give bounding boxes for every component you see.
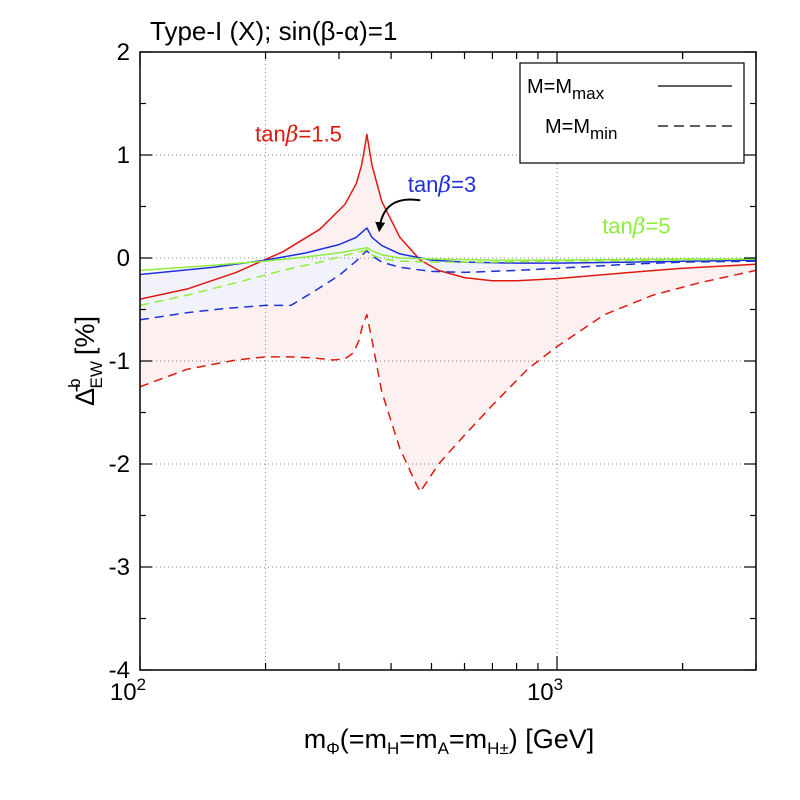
y-tick-label: -3 — [109, 554, 130, 581]
y-tick-label: -1 — [109, 348, 130, 375]
series-line-4 — [140, 246, 756, 272]
axis-ticks — [139, 51, 757, 671]
data-series — [140, 133, 756, 493]
x-tick-label: 102 — [110, 675, 146, 706]
annotation-0: tanβ=1.5 — [255, 122, 342, 148]
confidence-bands — [140, 134, 756, 492]
y-axis-unit: [%] — [70, 316, 100, 355]
chart-title: Type-I (X); sin(β-α)=1 — [150, 16, 397, 46]
series-line-5 — [140, 249, 756, 307]
y-tick-label: 1 — [117, 142, 130, 169]
annotation-1: tanβ=3 — [408, 172, 476, 198]
series-line-2 — [140, 227, 756, 276]
annotations: tanβ=1.5 tanβ=3 tanβ=5 — [255, 122, 670, 240]
x-tick-label: 103 — [527, 675, 563, 706]
legend: M=Mmax M=Mmin — [519, 62, 745, 164]
legend-box — [519, 62, 745, 164]
y-axis-symbol: Δ̄ — [70, 384, 100, 406]
band-0 — [140, 134, 756, 492]
y-tick-label: 0 — [117, 245, 130, 272]
y-axis-label: Δ̄b EW [%] — [65, 316, 106, 406]
y-tick-label: -2 — [109, 451, 130, 478]
x-axis-label: mΦ(=mH=mA=mH±) [GeV] — [304, 724, 595, 758]
annotation-arrow — [375, 198, 421, 233]
y-axis-sup: b — [65, 378, 84, 387]
y-axis-sub: EW — [87, 361, 106, 388]
series-line-1 — [140, 269, 756, 493]
series-line-0 — [140, 133, 756, 300]
y-tick-label: -4 — [109, 657, 130, 684]
legend-entry-min-label: M=Mmin — [545, 116, 617, 143]
legend-entry-max-label: M=Mmax — [527, 76, 605, 103]
annotation-2: tanβ=5 — [602, 213, 670, 239]
svg-text:Δ̄bEW[%]: Δ̄b EW [%] — [65, 316, 106, 406]
y-tick-label: 2 — [117, 39, 130, 66]
grid-lines — [140, 52, 756, 670]
band-1 — [140, 228, 756, 320]
